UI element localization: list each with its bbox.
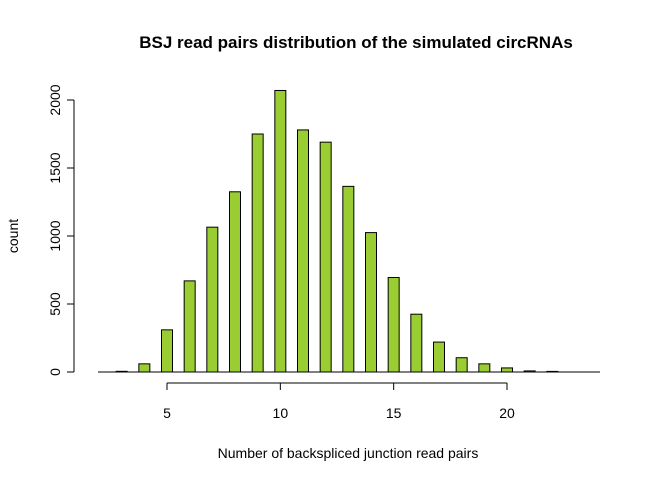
- x-tick-label-5: 5: [163, 405, 171, 421]
- y-tick-label-1000: 1000: [47, 220, 63, 251]
- bars-group: [115, 89, 559, 373]
- y-tick-label-2000: 2000: [47, 84, 63, 115]
- x-tick-label-10: 10: [273, 405, 289, 421]
- bar-x-10: [274, 89, 287, 373]
- bar-x-8: [229, 191, 241, 373]
- bar-x-17: [433, 341, 445, 373]
- x-tick-label-20: 20: [499, 405, 515, 421]
- bar-x-19: [478, 363, 491, 373]
- bar-x-21: [523, 370, 536, 373]
- x-axis: 5 10 15 20: [163, 382, 515, 421]
- bar-x-5: [161, 329, 173, 373]
- x-axis-label: Number of backspliced junction read pair…: [218, 445, 479, 461]
- bar-x-15: [387, 276, 400, 373]
- bar-x-9: [251, 133, 264, 373]
- bar-x-22: [546, 370, 559, 373]
- bar-x-14: [365, 232, 377, 373]
- y-axis-label: count: [5, 219, 21, 253]
- y-tick-label-0: 0: [47, 368, 63, 376]
- bar-x-13: [342, 185, 355, 373]
- bar-x-6: [183, 280, 196, 373]
- bar-x-3: [115, 370, 128, 373]
- y-axis: 0 500 1000 1500 2000: [47, 84, 75, 376]
- bar-x-12: [319, 141, 332, 373]
- chart-title: BSJ read pairs distribution of the simul…: [139, 33, 573, 52]
- bar-x-11: [297, 129, 309, 373]
- bar-x-7: [206, 226, 219, 373]
- y-tick-label-500: 500: [47, 292, 63, 316]
- bar-x-4: [138, 363, 151, 373]
- bar-x-16: [410, 313, 423, 373]
- x-tick-label-15: 15: [386, 405, 402, 421]
- bar-x-18: [455, 357, 468, 373]
- y-tick-label-1500: 1500: [47, 152, 63, 183]
- bar-x-20: [501, 367, 513, 373]
